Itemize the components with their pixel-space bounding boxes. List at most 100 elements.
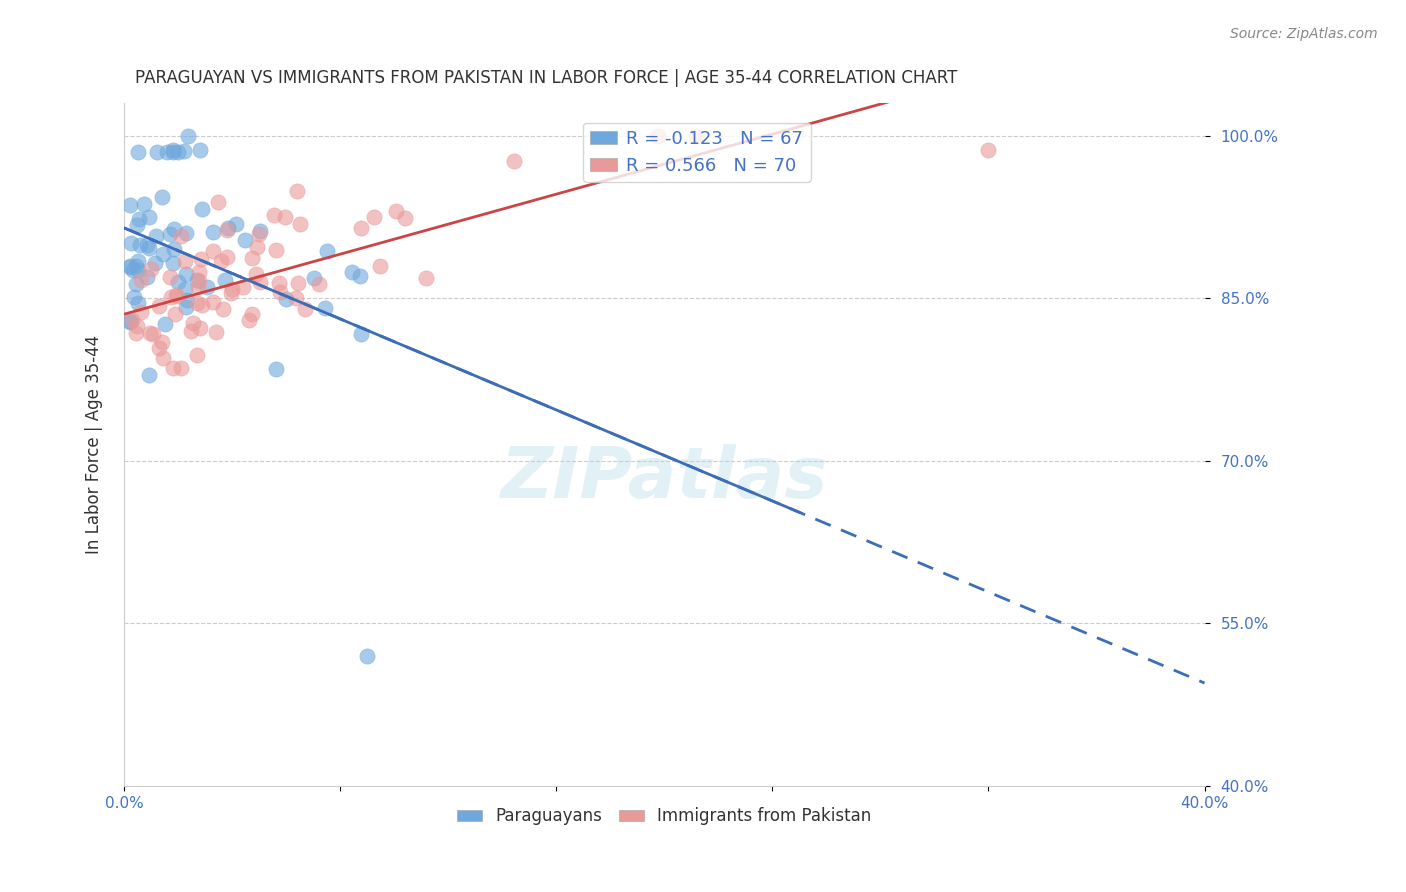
Point: [221, 282, 243, 296]
Point: [136, 237, 159, 252]
Point: [163, 242, 186, 256]
Point: [124, 277, 146, 292]
Point: [363, 210, 385, 224]
Point: [152, 351, 174, 365]
Point: [207, 195, 229, 210]
Point: [314, 301, 336, 315]
Point: [215, 222, 238, 236]
Point: [155, 317, 177, 331]
Point: [233, 233, 256, 247]
Point: [118, 259, 141, 273]
Point: [163, 222, 186, 236]
Point: [217, 220, 239, 235]
Point: [162, 143, 184, 157]
Point: [188, 265, 211, 279]
Point: [173, 282, 195, 296]
Point: [188, 274, 211, 288]
Text: PARAGUAYAN VS IMMIGRANTS FROM PAKISTAN IN LABOR FORCE | AGE 35-44 CORRELATION CH: PARAGUAYAN VS IMMIGRANTS FROM PAKISTAN I…: [135, 69, 957, 87]
Point: [188, 143, 211, 157]
Point: [308, 277, 330, 291]
Point: [122, 263, 145, 277]
Point: [186, 273, 208, 287]
Point: [267, 277, 290, 291]
Point: [150, 190, 173, 204]
Point: [977, 143, 1000, 157]
Point: [152, 247, 174, 261]
Point: [129, 305, 152, 319]
Point: [166, 288, 188, 302]
Point: [145, 228, 167, 243]
Point: [166, 275, 188, 289]
Point: [159, 227, 181, 241]
Point: [162, 256, 184, 270]
Point: [245, 267, 267, 281]
Point: [120, 235, 142, 250]
Point: [219, 286, 242, 301]
Point: [240, 252, 263, 266]
Point: [139, 326, 162, 340]
Point: [124, 290, 146, 304]
Point: [647, 128, 669, 143]
Point: [249, 224, 271, 238]
Point: [136, 269, 159, 284]
Point: [162, 361, 184, 376]
Point: [177, 128, 200, 143]
Point: [127, 254, 149, 268]
Point: [162, 145, 184, 160]
Point: [287, 276, 309, 290]
Point: [188, 321, 211, 335]
Point: [118, 314, 141, 328]
Point: [143, 256, 166, 270]
Point: [285, 184, 308, 198]
Point: [174, 300, 197, 314]
Point: [240, 307, 263, 321]
Point: [180, 325, 202, 339]
Point: [124, 260, 146, 274]
Point: [187, 280, 209, 294]
Point: [148, 341, 170, 355]
Point: [163, 307, 186, 321]
Point: [349, 268, 371, 283]
Point: [685, 128, 707, 143]
Point: [215, 250, 238, 264]
Point: [276, 292, 298, 306]
Point: [290, 217, 312, 231]
Point: [127, 318, 149, 333]
Text: Source: ZipAtlas.com: Source: ZipAtlas.com: [1230, 27, 1378, 41]
Point: [174, 267, 197, 281]
Point: [232, 279, 254, 293]
Point: [209, 254, 232, 268]
Point: [138, 368, 160, 382]
Point: [128, 211, 150, 226]
Point: [125, 326, 148, 341]
Point: [264, 361, 287, 376]
Point: [316, 244, 339, 259]
Y-axis label: In Labor Force | Age 35-44: In Labor Force | Age 35-44: [86, 335, 103, 554]
Point: [173, 144, 195, 158]
Legend: Paraguayans, Immigrants from Pakistan: Paraguayans, Immigrants from Pakistan: [450, 801, 879, 832]
Point: [159, 270, 181, 285]
Point: [225, 217, 247, 231]
Point: [181, 316, 204, 330]
Point: [356, 648, 378, 663]
Point: [150, 334, 173, 349]
Point: [191, 298, 214, 312]
Point: [294, 301, 316, 316]
Point: [394, 211, 416, 225]
Point: [148, 299, 170, 313]
Point: [127, 145, 149, 160]
Point: [274, 210, 297, 224]
Point: [170, 228, 193, 243]
Point: [247, 227, 270, 241]
Point: [368, 259, 391, 273]
Point: [190, 252, 212, 266]
Point: [134, 196, 156, 211]
Point: [121, 313, 143, 327]
Point: [264, 244, 287, 258]
Point: [191, 202, 214, 216]
Point: [186, 347, 208, 361]
Point: [145, 145, 167, 160]
Point: [350, 327, 373, 342]
Point: [202, 295, 225, 310]
Point: [502, 153, 524, 168]
